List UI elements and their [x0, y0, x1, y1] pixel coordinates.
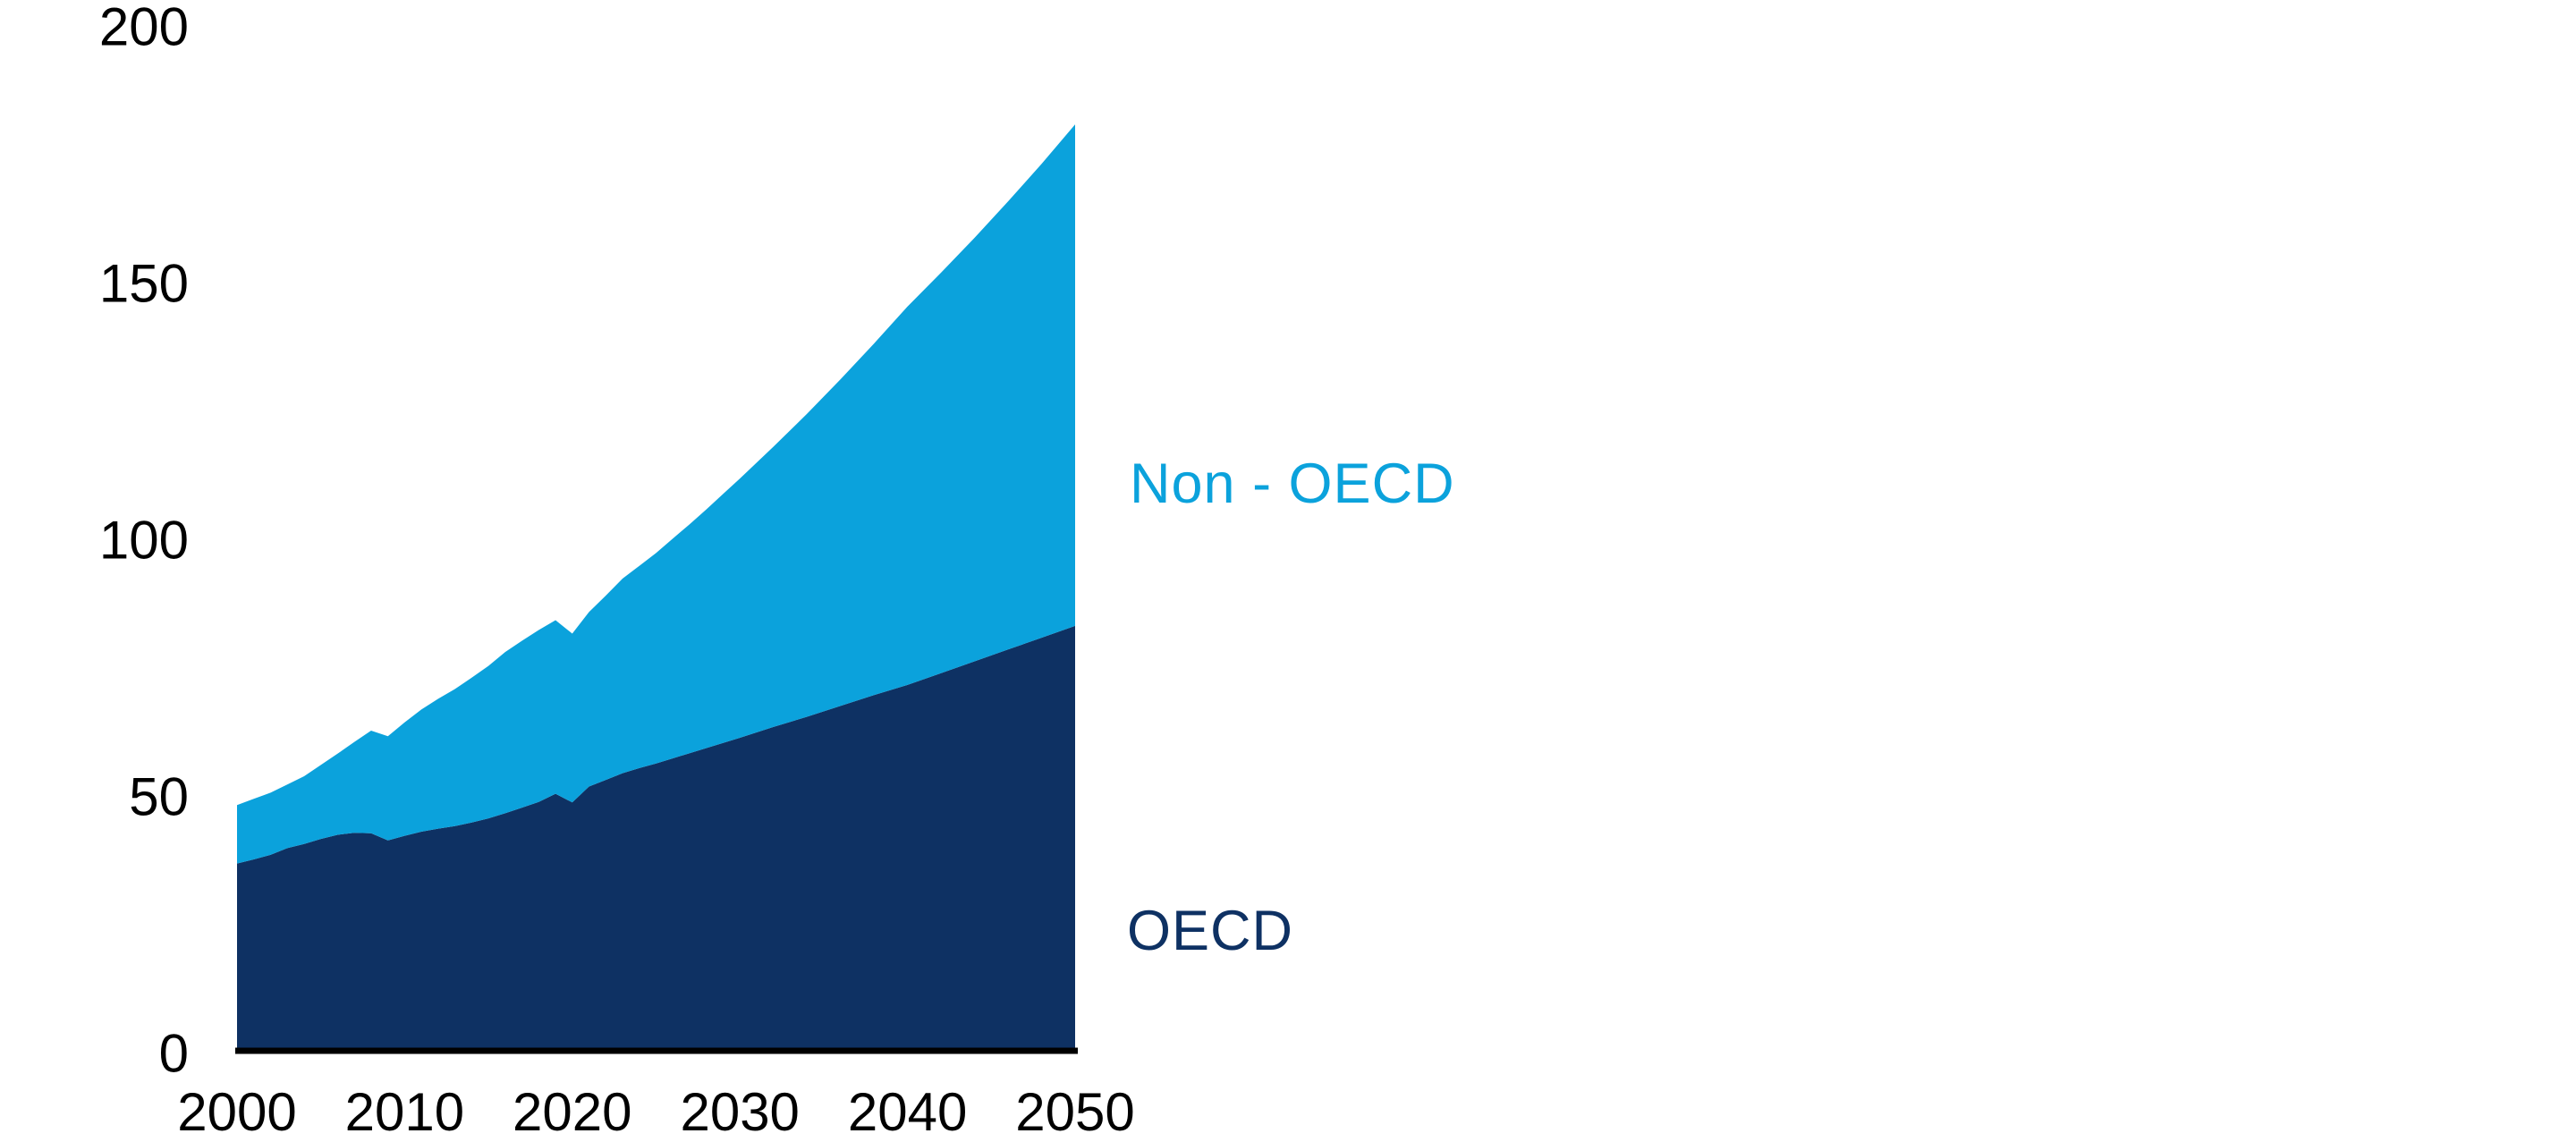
oecd-area	[237, 625, 1075, 1050]
x-axis-tick-label: 2050	[1015, 1082, 1134, 1142]
x-axis-tick-label: 2020	[513, 1082, 631, 1142]
y-axis-tick-label: 0	[159, 1024, 189, 1084]
x-axis-tick-label: 2040	[848, 1082, 967, 1142]
y-axis-tick-label: 200	[99, 0, 189, 57]
y-axis-tick-label: 150	[99, 254, 189, 314]
x-axis-tick-label: 2000	[177, 1082, 296, 1142]
non-oecd-area	[237, 124, 1075, 864]
x-axis-tick-label: 2030	[680, 1082, 799, 1142]
legend-label-non-oecd: Non - OECD	[1130, 453, 1455, 515]
y-axis-tick-label: 50	[129, 767, 189, 827]
x-axis-tick-label: 2010	[345, 1082, 464, 1142]
legend-label-oecd: OECD	[1127, 900, 1293, 962]
y-axis-tick-label: 100	[99, 511, 189, 571]
